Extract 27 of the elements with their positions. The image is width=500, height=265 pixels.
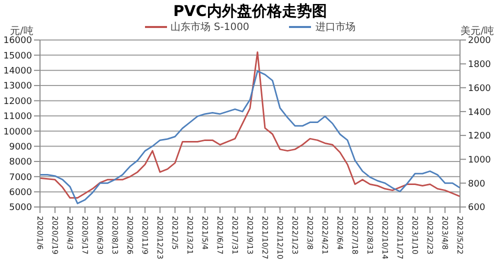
- legend-label: 进口市场: [315, 20, 356, 34]
- legend-label: 山东市场 S-1000: [170, 20, 250, 34]
- y-tick-label: 5000: [9, 203, 32, 214]
- y-tick-label: 9000: [9, 142, 32, 152]
- y2-tick-label: 1400: [468, 108, 492, 118]
- y-tick-label: 14000: [3, 66, 32, 77]
- y-tick-label: 8000: [9, 158, 32, 168]
- y-tick-label: 10000: [3, 127, 32, 138]
- y-tick-label: 6000: [9, 188, 32, 198]
- y2-tick-label: 1000: [468, 155, 492, 166]
- chart-title: PVC内外盘价格走势图: [172, 1, 328, 20]
- line-series: [40, 51, 460, 199]
- y-tick-label: 15000: [3, 51, 32, 62]
- y-tick-label: 16000: [3, 36, 32, 46]
- y-tick-label: 13000: [3, 82, 32, 92]
- y-tick-label: 7000: [9, 172, 32, 183]
- y2-tick-label: 2000: [468, 36, 492, 46]
- y-tick-label: 11000: [3, 112, 32, 122]
- line-series: [40, 70, 460, 204]
- y2-tick-label: 1200: [468, 132, 492, 142]
- y2-tick-label: 1800: [468, 60, 492, 70]
- y-axis-title: 元/吨: [10, 24, 34, 37]
- y2-tick-label: 800: [468, 179, 486, 190]
- y2-axis-title: 美元/吨: [460, 24, 494, 37]
- y2-tick-label: 600: [468, 203, 486, 214]
- y2-tick-label: 1600: [468, 84, 492, 94]
- y-tick-label: 12000: [3, 96, 32, 107]
